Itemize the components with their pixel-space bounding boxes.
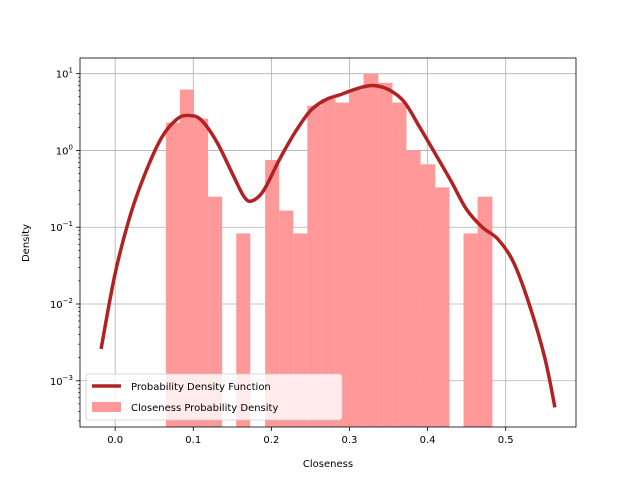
histogram-bar-6 xyxy=(279,210,294,427)
histogram-bar-9 xyxy=(321,98,336,427)
histogram-bar-5 xyxy=(265,160,280,427)
histogram-bar-13 xyxy=(378,82,393,428)
histogram-bar-3 xyxy=(208,196,223,427)
y-tick-label-3: 100 xyxy=(56,143,73,157)
histogram-bar-17 xyxy=(435,187,450,427)
legend-label-histogram: Closeness Probability Density xyxy=(131,403,278,414)
histogram-bar-8 xyxy=(307,105,322,427)
plot-frame xyxy=(79,57,577,428)
histogram-bar-16 xyxy=(420,164,436,427)
x-tick-label-2: 0.2 xyxy=(263,435,279,446)
x-axis-ticks: 0.0 0.1 0.2 0.3 0.4 0.5 xyxy=(107,427,514,446)
x-tick-label-5: 0.5 xyxy=(498,435,514,446)
y-axis-title: Density xyxy=(21,224,32,262)
pdf-curve xyxy=(99,83,557,408)
legend-box xyxy=(85,373,343,421)
y-tick-label-0: 10−3 xyxy=(50,374,73,388)
histogram-bar-0 xyxy=(165,122,180,427)
histogram-bar-14 xyxy=(392,102,407,427)
histogram-bar-10 xyxy=(335,102,350,427)
histogram-bar-1 xyxy=(179,89,195,428)
y-tick-label-2: 10−1 xyxy=(50,220,73,234)
histogram-bar-18 xyxy=(463,233,478,427)
y-axis-ticks: 10−3 10−2 10−1 100 101 xyxy=(50,67,80,422)
histogram-bar-11 xyxy=(349,89,364,428)
histogram-bar-15 xyxy=(406,150,421,427)
legend: Probability Density Function Closeness P… xyxy=(85,373,343,421)
histogram-bar-12 xyxy=(363,73,379,428)
x-tick-label-4: 0.4 xyxy=(420,435,436,446)
histogram-bar-19 xyxy=(477,196,493,427)
x-axis-title: Closeness xyxy=(303,459,353,470)
x-tick-label-3: 0.3 xyxy=(342,435,358,446)
x-tick-label-1: 0.1 xyxy=(185,435,201,446)
y-tick-label-4: 101 xyxy=(56,67,73,81)
x-tick-label-0: 0.0 xyxy=(107,435,123,446)
pdf-curve-layer xyxy=(99,83,557,408)
histogram-bar-2 xyxy=(194,118,209,427)
legend-swatch-histogram xyxy=(92,402,121,412)
legend-label-pdf: Probability Density Function xyxy=(131,382,271,393)
y-tick-label-1: 10−2 xyxy=(50,297,73,311)
histogram-bars xyxy=(165,73,493,428)
